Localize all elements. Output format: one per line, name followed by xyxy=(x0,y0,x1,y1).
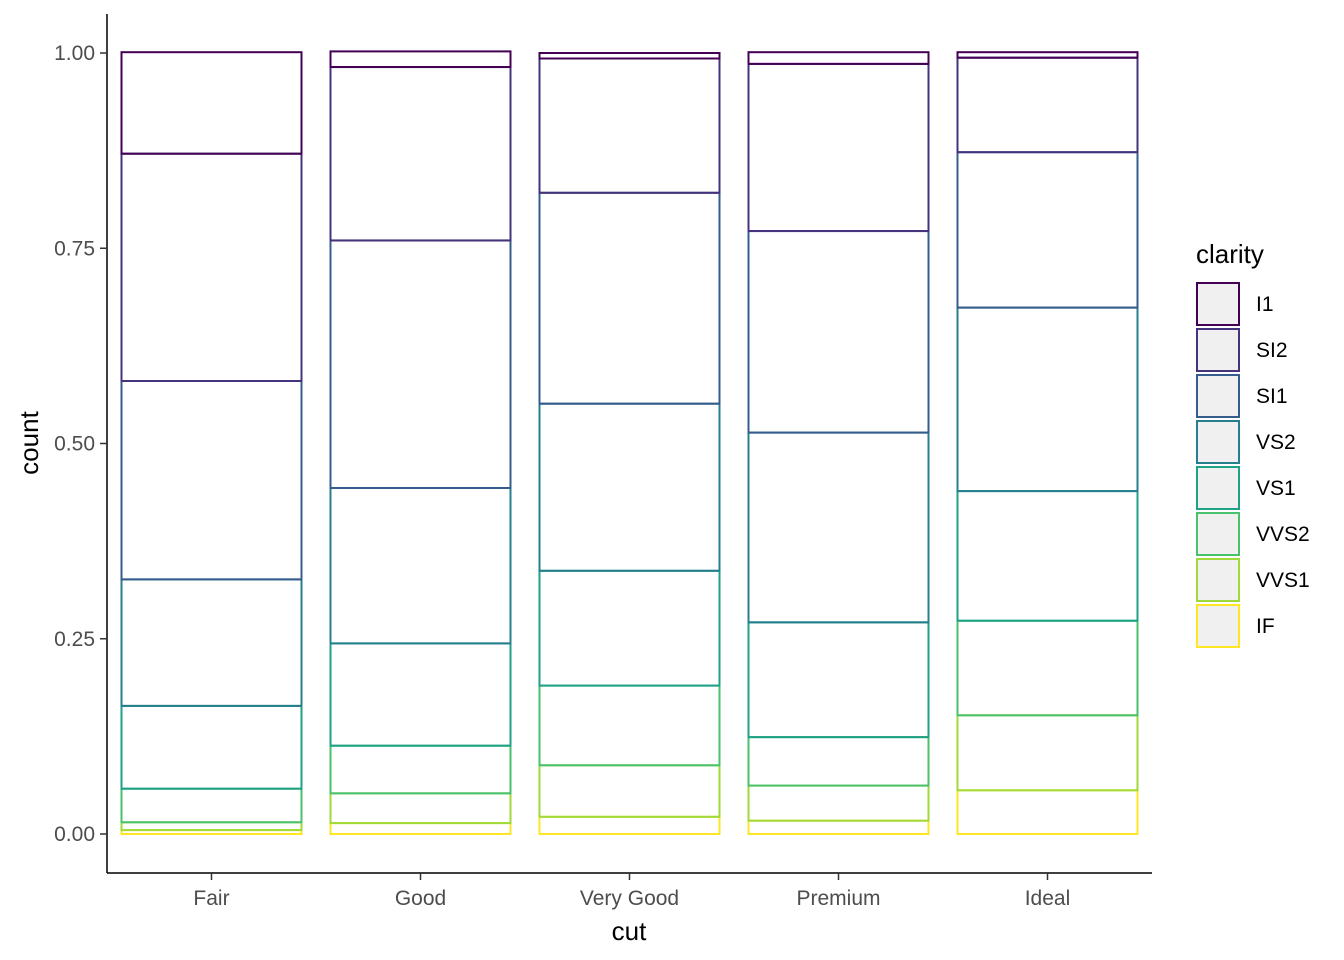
bar-segment-fair-vvs1 xyxy=(120,821,303,832)
legend-key-vs2 xyxy=(1196,420,1240,464)
y-tick-label: 0.75 xyxy=(54,237,95,260)
legend-title: clarity xyxy=(1196,239,1264,269)
legend-key-if xyxy=(1196,604,1240,648)
bar-segment-good-if xyxy=(329,822,512,835)
bar-segment-very-good-si1 xyxy=(538,191,721,405)
legend-label-vs1: VS1 xyxy=(1256,477,1296,500)
bar-segment-fair-i1 xyxy=(120,51,303,155)
axes-layer xyxy=(106,14,1152,874)
x-tick-label: Good xyxy=(395,887,446,910)
legend: clarity I1 SI2 SI1 VS2 VS1 VVS2 VVS1 IF xyxy=(1196,239,1310,648)
bar-segment-premium-vs1 xyxy=(747,621,930,739)
legend-key-vvs2 xyxy=(1196,512,1240,556)
x-axis-title: cut xyxy=(612,916,647,946)
legend-label-vvs2: VVS2 xyxy=(1256,523,1310,546)
legend-label-si1: SI1 xyxy=(1256,385,1288,408)
legend-label-if: IF xyxy=(1256,615,1275,638)
bar-segment-premium-i1 xyxy=(747,51,930,65)
legend-key-vs1 xyxy=(1196,466,1240,510)
bar-segment-premium-si2 xyxy=(747,62,930,233)
bar-segment-good-vs2 xyxy=(329,487,512,645)
bar-segment-very-good-vs2 xyxy=(538,402,721,572)
legend-key-i1 xyxy=(1196,282,1240,326)
legend-key-si1 xyxy=(1196,374,1240,418)
y-tick-label: 0.25 xyxy=(54,628,95,651)
bar-segment-good-vvs2 xyxy=(329,744,512,795)
bar-segment-premium-vvs1 xyxy=(747,784,930,822)
bars-layer xyxy=(120,50,1139,836)
bar-segment-fair-vs2 xyxy=(120,578,303,707)
bar-segment-fair-vvs2 xyxy=(120,787,303,824)
x-tick-label: Ideal xyxy=(1025,887,1071,910)
y-axis-title: count xyxy=(14,410,44,474)
legend-label-si2: SI2 xyxy=(1256,339,1288,362)
bar-segment-ideal-i1 xyxy=(956,51,1139,59)
bar-segment-very-good-vvs1 xyxy=(538,764,721,818)
x-tick-label: Fair xyxy=(193,887,229,910)
bar-segment-good-si2 xyxy=(329,66,512,242)
legend-key-vvs1 xyxy=(1196,558,1240,602)
bar-segment-good-i1 xyxy=(329,50,512,69)
bar-segment-ideal-vs1 xyxy=(956,490,1139,622)
bar-segment-ideal-si1 xyxy=(956,151,1139,309)
legend-label-i1: I1 xyxy=(1256,293,1274,316)
bar-segment-very-good-vs1 xyxy=(538,569,721,687)
bar-segment-very-good-vvs2 xyxy=(538,684,721,767)
bar-segment-good-vvs1 xyxy=(329,792,512,825)
ticks-layer: 0.00 0.25 0.50 0.75 1.00 Fair Good Very Good Pre… xyxy=(54,42,1070,910)
bar-segment-ideal-vvs1 xyxy=(956,714,1139,792)
bar-segment-good-si1 xyxy=(329,239,512,489)
bar-segment-premium-vs2 xyxy=(747,431,930,624)
bar-segment-very-good-si2 xyxy=(538,57,721,194)
bar-segment-fair-si2 xyxy=(120,152,303,382)
legend-label-vs2: VS2 xyxy=(1256,431,1296,454)
bar-segment-ideal-vvs2 xyxy=(956,619,1139,717)
bar-segment-ideal-vs2 xyxy=(956,306,1139,493)
bar-segment-very-good-i1 xyxy=(538,52,721,60)
y-tick-label: 1.00 xyxy=(54,42,95,65)
y-tick-label: 0.50 xyxy=(54,433,95,456)
bar-segment-fair-si1 xyxy=(120,380,303,581)
y-tick-label: 0.00 xyxy=(54,823,95,846)
legend-label-vvs1: VVS1 xyxy=(1256,569,1310,592)
bar-segment-premium-vvs2 xyxy=(747,736,930,787)
bar-segment-fair-vs1 xyxy=(120,704,303,790)
legend-key-si2 xyxy=(1196,328,1240,372)
bar-segment-ideal-si2 xyxy=(956,56,1139,154)
bar-segment-premium-if xyxy=(747,819,930,836)
x-tick-label: Premium xyxy=(796,887,880,910)
bar-segment-good-vs1 xyxy=(329,642,512,747)
bar-segment-very-good-if xyxy=(538,815,721,835)
bar-segment-ideal-if xyxy=(956,789,1139,835)
bar-segment-premium-si1 xyxy=(747,230,930,434)
x-tick-label: Very Good xyxy=(580,887,679,910)
